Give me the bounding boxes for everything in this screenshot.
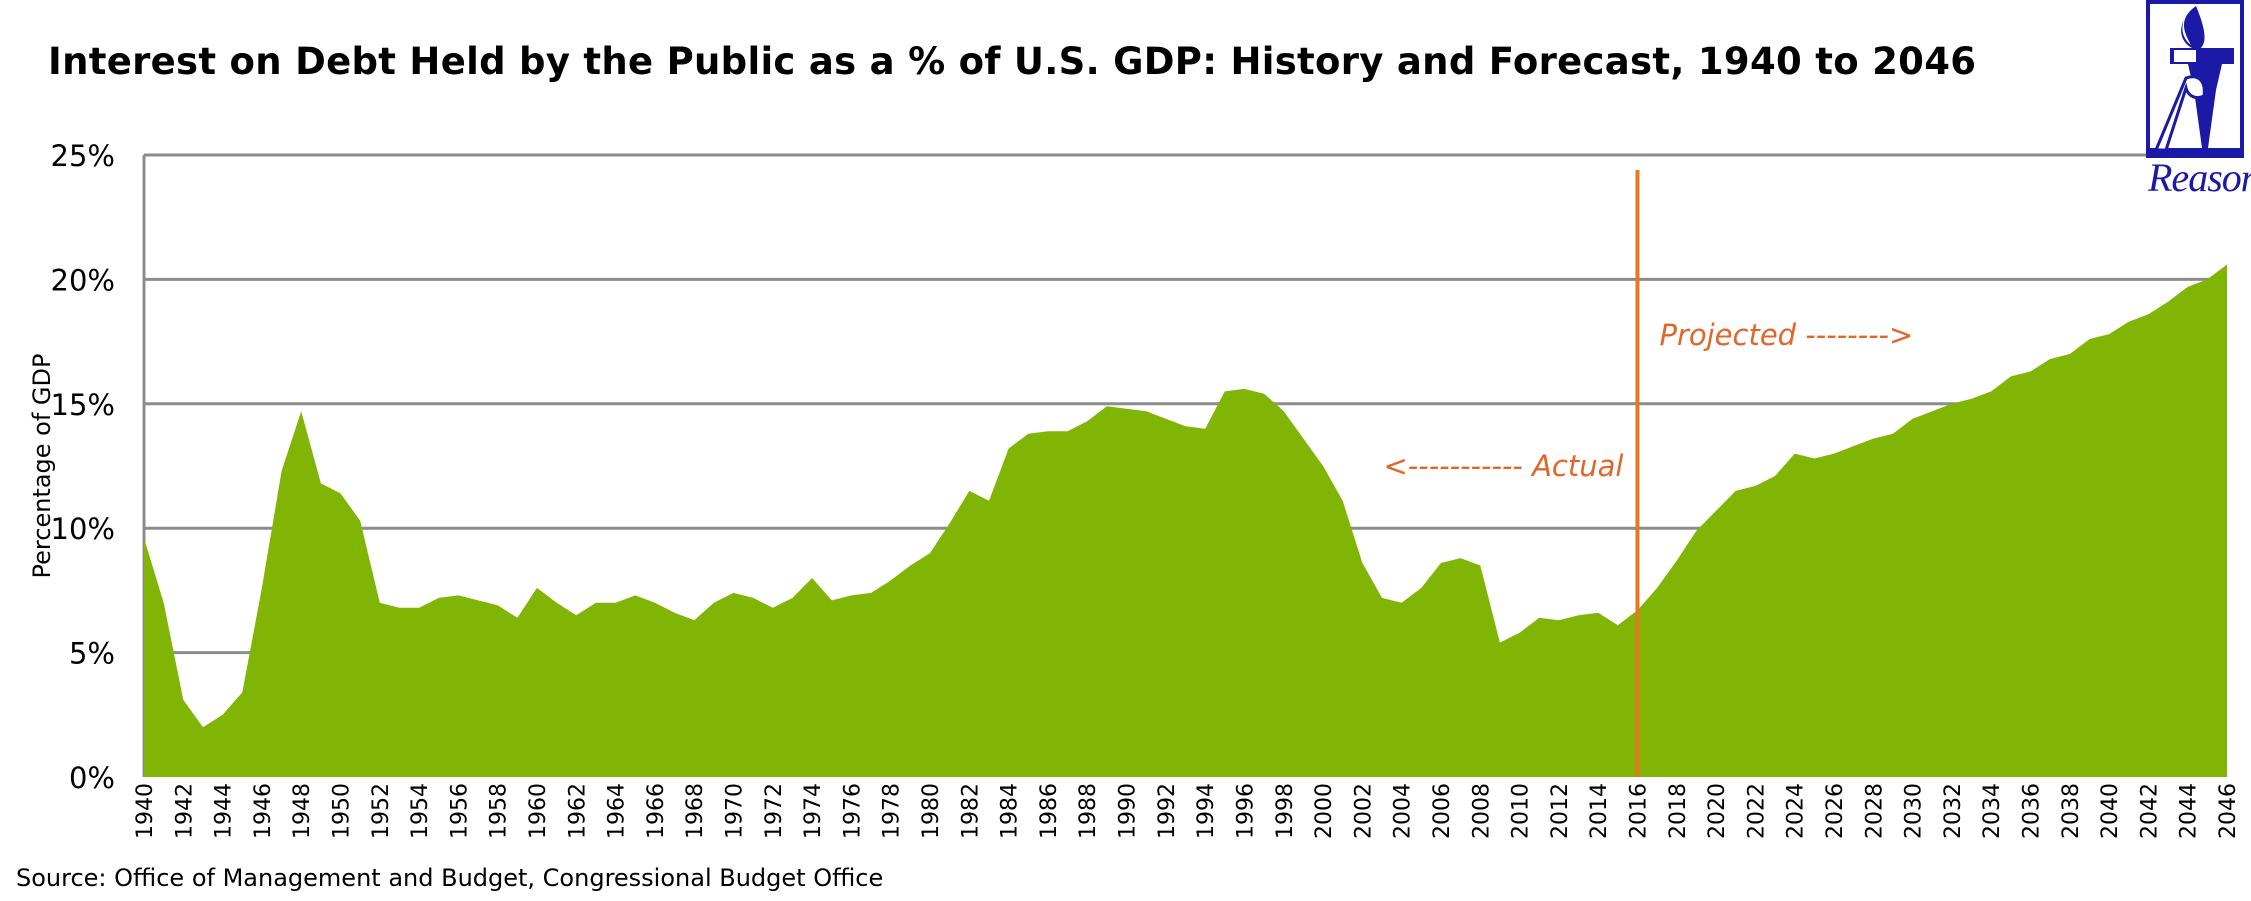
x-tick-label: 1960	[526, 783, 551, 839]
x-tick-label: 1988	[1076, 783, 1101, 839]
x-tick-label: 1982	[958, 783, 983, 839]
x-tick-label: 1968	[683, 783, 708, 839]
x-tick-label: 1954	[408, 783, 433, 839]
x-tick-label: 2004	[1391, 783, 1416, 839]
x-tick-label: 1992	[1155, 783, 1180, 839]
x-tick-label: 2016	[1626, 783, 1651, 839]
x-tick-label: 1940	[133, 783, 158, 839]
x-tick-label: 1944	[212, 783, 237, 839]
torch-icon	[2146, 0, 2244, 158]
y-tick-labels: 0% 5% 10% 15% 20% 25%	[51, 139, 115, 795]
y-tick-label: 25%	[51, 139, 115, 173]
x-tick-label: 1942	[172, 783, 197, 839]
x-tick-label: 1962	[565, 783, 590, 839]
x-tick-label: 2000	[1312, 783, 1337, 839]
x-tick-label: 1994	[1194, 783, 1219, 839]
y-tick-label: 20%	[51, 263, 115, 297]
x-tick-label: 2028	[1862, 783, 1887, 839]
x-tick-label: 1976	[840, 783, 865, 839]
x-tick-label: 2012	[1548, 783, 1573, 839]
x-tick-label: 2020	[1705, 783, 1730, 839]
x-tick-label: 1986	[1037, 783, 1062, 839]
x-tick-label: 2010	[1509, 783, 1534, 839]
annotation-actual: <----------- Actual	[1383, 449, 1623, 483]
x-tick-label: 1980	[919, 783, 944, 839]
x-tick-label: 2018	[1666, 783, 1691, 839]
x-tick-label: 2044	[2177, 783, 2202, 839]
x-tick-label: 2022	[1744, 783, 1769, 839]
x-tick-label: 2038	[2059, 783, 2084, 839]
x-tick-label: 2042	[2137, 783, 2162, 839]
x-tick-label: 1956	[447, 783, 472, 839]
logo-text: Reason	[2148, 155, 2251, 200]
x-tick-label: 2046	[2216, 783, 2241, 839]
x-tick-label: 2008	[1469, 783, 1494, 839]
x-tick-label: 1950	[330, 783, 355, 839]
x-tick-label: 1952	[369, 783, 394, 839]
x-tick-label: 1958	[487, 783, 512, 839]
x-tick-label: 1990	[1116, 783, 1141, 839]
x-tick-label: 2026	[1823, 783, 1848, 839]
annotation-projected: Projected -------->	[1659, 318, 1913, 352]
x-tick-label: 2024	[1784, 783, 1809, 839]
x-tick-label: 2032	[1941, 783, 1966, 839]
x-tick-label: 2030	[1902, 783, 1927, 839]
x-tick-label: 1970	[723, 783, 748, 839]
y-axis-label: Percentage of GDP	[28, 354, 56, 579]
x-tick-label: 1974	[801, 783, 826, 839]
x-tick-label: 1966	[644, 783, 669, 839]
x-tick-label: 2034	[1980, 783, 2005, 839]
x-tick-label: 1946	[251, 783, 276, 839]
x-tick-label: 1972	[762, 783, 787, 839]
x-tick-label: 1996	[1233, 783, 1258, 839]
x-tick-label: 2014	[1587, 783, 1612, 839]
x-tick-label: 1978	[880, 783, 905, 839]
x-tick-label: 1948	[290, 783, 315, 839]
source-note: Source: Office of Management and Budget,…	[16, 864, 884, 892]
y-tick-label: 10%	[51, 512, 115, 546]
chart-title: Interest on Debt Held by the Public as a…	[48, 40, 1977, 83]
reason-logo: Reason	[2146, 0, 2251, 200]
x-tick-label: 2040	[2098, 783, 2123, 839]
area-series	[144, 264, 2227, 777]
y-tick-label: 15%	[51, 388, 115, 422]
x-tick-label: 1998	[1273, 783, 1298, 839]
x-tick-label: 2036	[2019, 783, 2044, 839]
x-tick-label: 2002	[1351, 783, 1376, 839]
x-tick-label: 2006	[1430, 783, 1455, 839]
x-tick-label: 1984	[998, 783, 1023, 839]
x-tick-labels: 1940 1942 1944 1946 1948 1950 1952 1954 1956 1958…	[133, 783, 2241, 839]
x-tick-label: 1964	[605, 783, 630, 839]
y-tick-label: 0%	[69, 761, 115, 795]
y-tick-label: 5%	[69, 637, 115, 671]
